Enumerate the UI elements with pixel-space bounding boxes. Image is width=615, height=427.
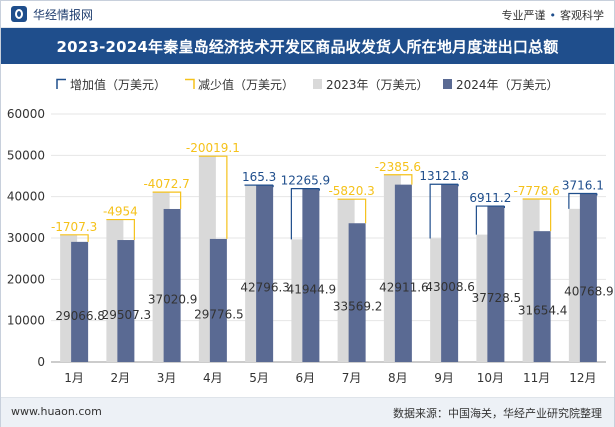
slogan-right: 客观科学: [560, 9, 604, 22]
decrease-box: [337, 198, 367, 224]
value-label-2024: 40768.9: [564, 285, 614, 299]
change-label: -5820.3: [328, 184, 374, 198]
change-label: 3716.1: [562, 178, 604, 192]
change-label: 12265.9: [281, 174, 331, 188]
slogan-left: 专业严谨: [501, 9, 546, 22]
change-label: -20019.1: [186, 141, 240, 155]
bottom-bar: www.huaon.com 数据来源：中国海关，华经产业研究院整理: [1, 397, 614, 427]
change-label: -2385.6: [375, 160, 421, 174]
x-tick-label: 5月: [249, 371, 269, 385]
value-label-2024: 33569.2: [333, 300, 383, 314]
value-label-2024: 42911.6: [379, 280, 429, 294]
decrease-box: [198, 155, 228, 239]
value-label-2024: 43008.6: [425, 280, 475, 294]
value-label-2024: 41944.9: [287, 282, 337, 296]
x-tick-label: 12月: [569, 371, 596, 385]
bar-2024: [256, 185, 274, 362]
y-tick-label: 20000: [7, 272, 45, 286]
y-tick-label: 50000: [7, 148, 45, 162]
change-label: 13121.8: [419, 169, 469, 183]
bar-2024: [117, 240, 135, 362]
brand-name: 华经情报网: [33, 8, 94, 22]
slogan: 专业严谨 • 客观科学: [502, 7, 605, 23]
bar-2024: [348, 223, 366, 362]
value-label-2024: 42796.3: [240, 281, 290, 295]
decrease-box: [152, 191, 182, 209]
top-bar: 华经情报网 专业严谨 • 客观科学: [1, 1, 614, 28]
increase-box: [244, 184, 274, 188]
decrease-box: [383, 174, 413, 185]
change-label: 6911.2: [469, 191, 511, 205]
increase-box: [475, 205, 505, 235]
change-label: -4954: [103, 205, 138, 219]
x-tick-label: 1月: [64, 371, 84, 385]
decrease-box: [60, 234, 89, 242]
x-tick-label: 8月: [388, 371, 408, 385]
bar-2024: [209, 238, 227, 362]
bar-2024: [302, 188, 320, 362]
title-bar: 2023-2024年秦皇岛经济技术开发区商品收发货人所在地月度进出口总额: [1, 28, 614, 64]
x-tick-label: 11月: [523, 371, 550, 385]
slogan-separator: •: [549, 9, 557, 22]
decrease-box: [106, 218, 135, 241]
value-label-2024: 29507.3: [102, 308, 152, 322]
bar-2024: [441, 184, 459, 362]
decrease-box: [522, 198, 552, 232]
legend-decrease-label: 减少值（万美元）: [198, 77, 294, 92]
x-tick-label: 10月: [477, 371, 504, 385]
legend-2023-marker: [313, 79, 322, 89]
website-url: www.huaon.com: [11, 405, 102, 418]
y-tick-label: 10000: [7, 314, 45, 328]
huajing-logo-icon: [11, 6, 27, 22]
change-label: -7778.6: [513, 184, 559, 198]
chart-title: 2023-2024年秦皇岛经济技术开发区商品收发货人所在地月度进出口总额: [56, 38, 559, 56]
x-tick-label: 9月: [434, 371, 454, 385]
legend-2023-label: 2023年（万美元）: [326, 78, 429, 92]
x-tick-label: 3月: [157, 371, 177, 385]
increase-box: [290, 188, 320, 240]
change-label: 165.3: [242, 170, 276, 184]
y-tick-label: 60000: [7, 107, 45, 121]
y-tick-label: 0: [37, 355, 45, 369]
legend-increase-marker: [56, 78, 66, 89]
value-label-2024: 37728.5: [472, 291, 522, 305]
bar-2024: [71, 241, 89, 362]
legend-2024-marker: [443, 79, 452, 89]
value-label-2024: 31654.4: [518, 304, 568, 318]
bar-2024: [579, 193, 597, 362]
increase-box: [568, 192, 598, 209]
bar-2024: [163, 208, 181, 362]
y-tick-label: 30000: [7, 231, 45, 245]
x-tick-label: 6月: [296, 371, 316, 385]
bar-2024: [533, 231, 551, 362]
data-source: 数据来源：中国海关，华经产业研究院整理: [393, 407, 602, 420]
x-tick-label: 4月: [203, 371, 223, 385]
legend-decrease-marker: [185, 78, 195, 89]
increase-box: [429, 183, 459, 239]
legend-increase-label: 增加值（万美元）: [70, 77, 166, 92]
value-label-2024: 29776.5: [194, 307, 244, 321]
x-tick-label: 7月: [342, 371, 362, 385]
value-label-2024: 29066.8: [55, 309, 105, 323]
change-label: -4072.7: [143, 177, 189, 191]
legend-2024-label: 2024年（万美元）: [456, 78, 559, 92]
y-tick-label: 40000: [7, 190, 45, 204]
bar-2024: [394, 184, 412, 362]
value-label-2024: 37020.9: [148, 292, 198, 306]
bar-2024: [487, 206, 505, 362]
change-label: -1707.3: [51, 220, 97, 234]
x-tick-label: 2月: [111, 371, 131, 385]
